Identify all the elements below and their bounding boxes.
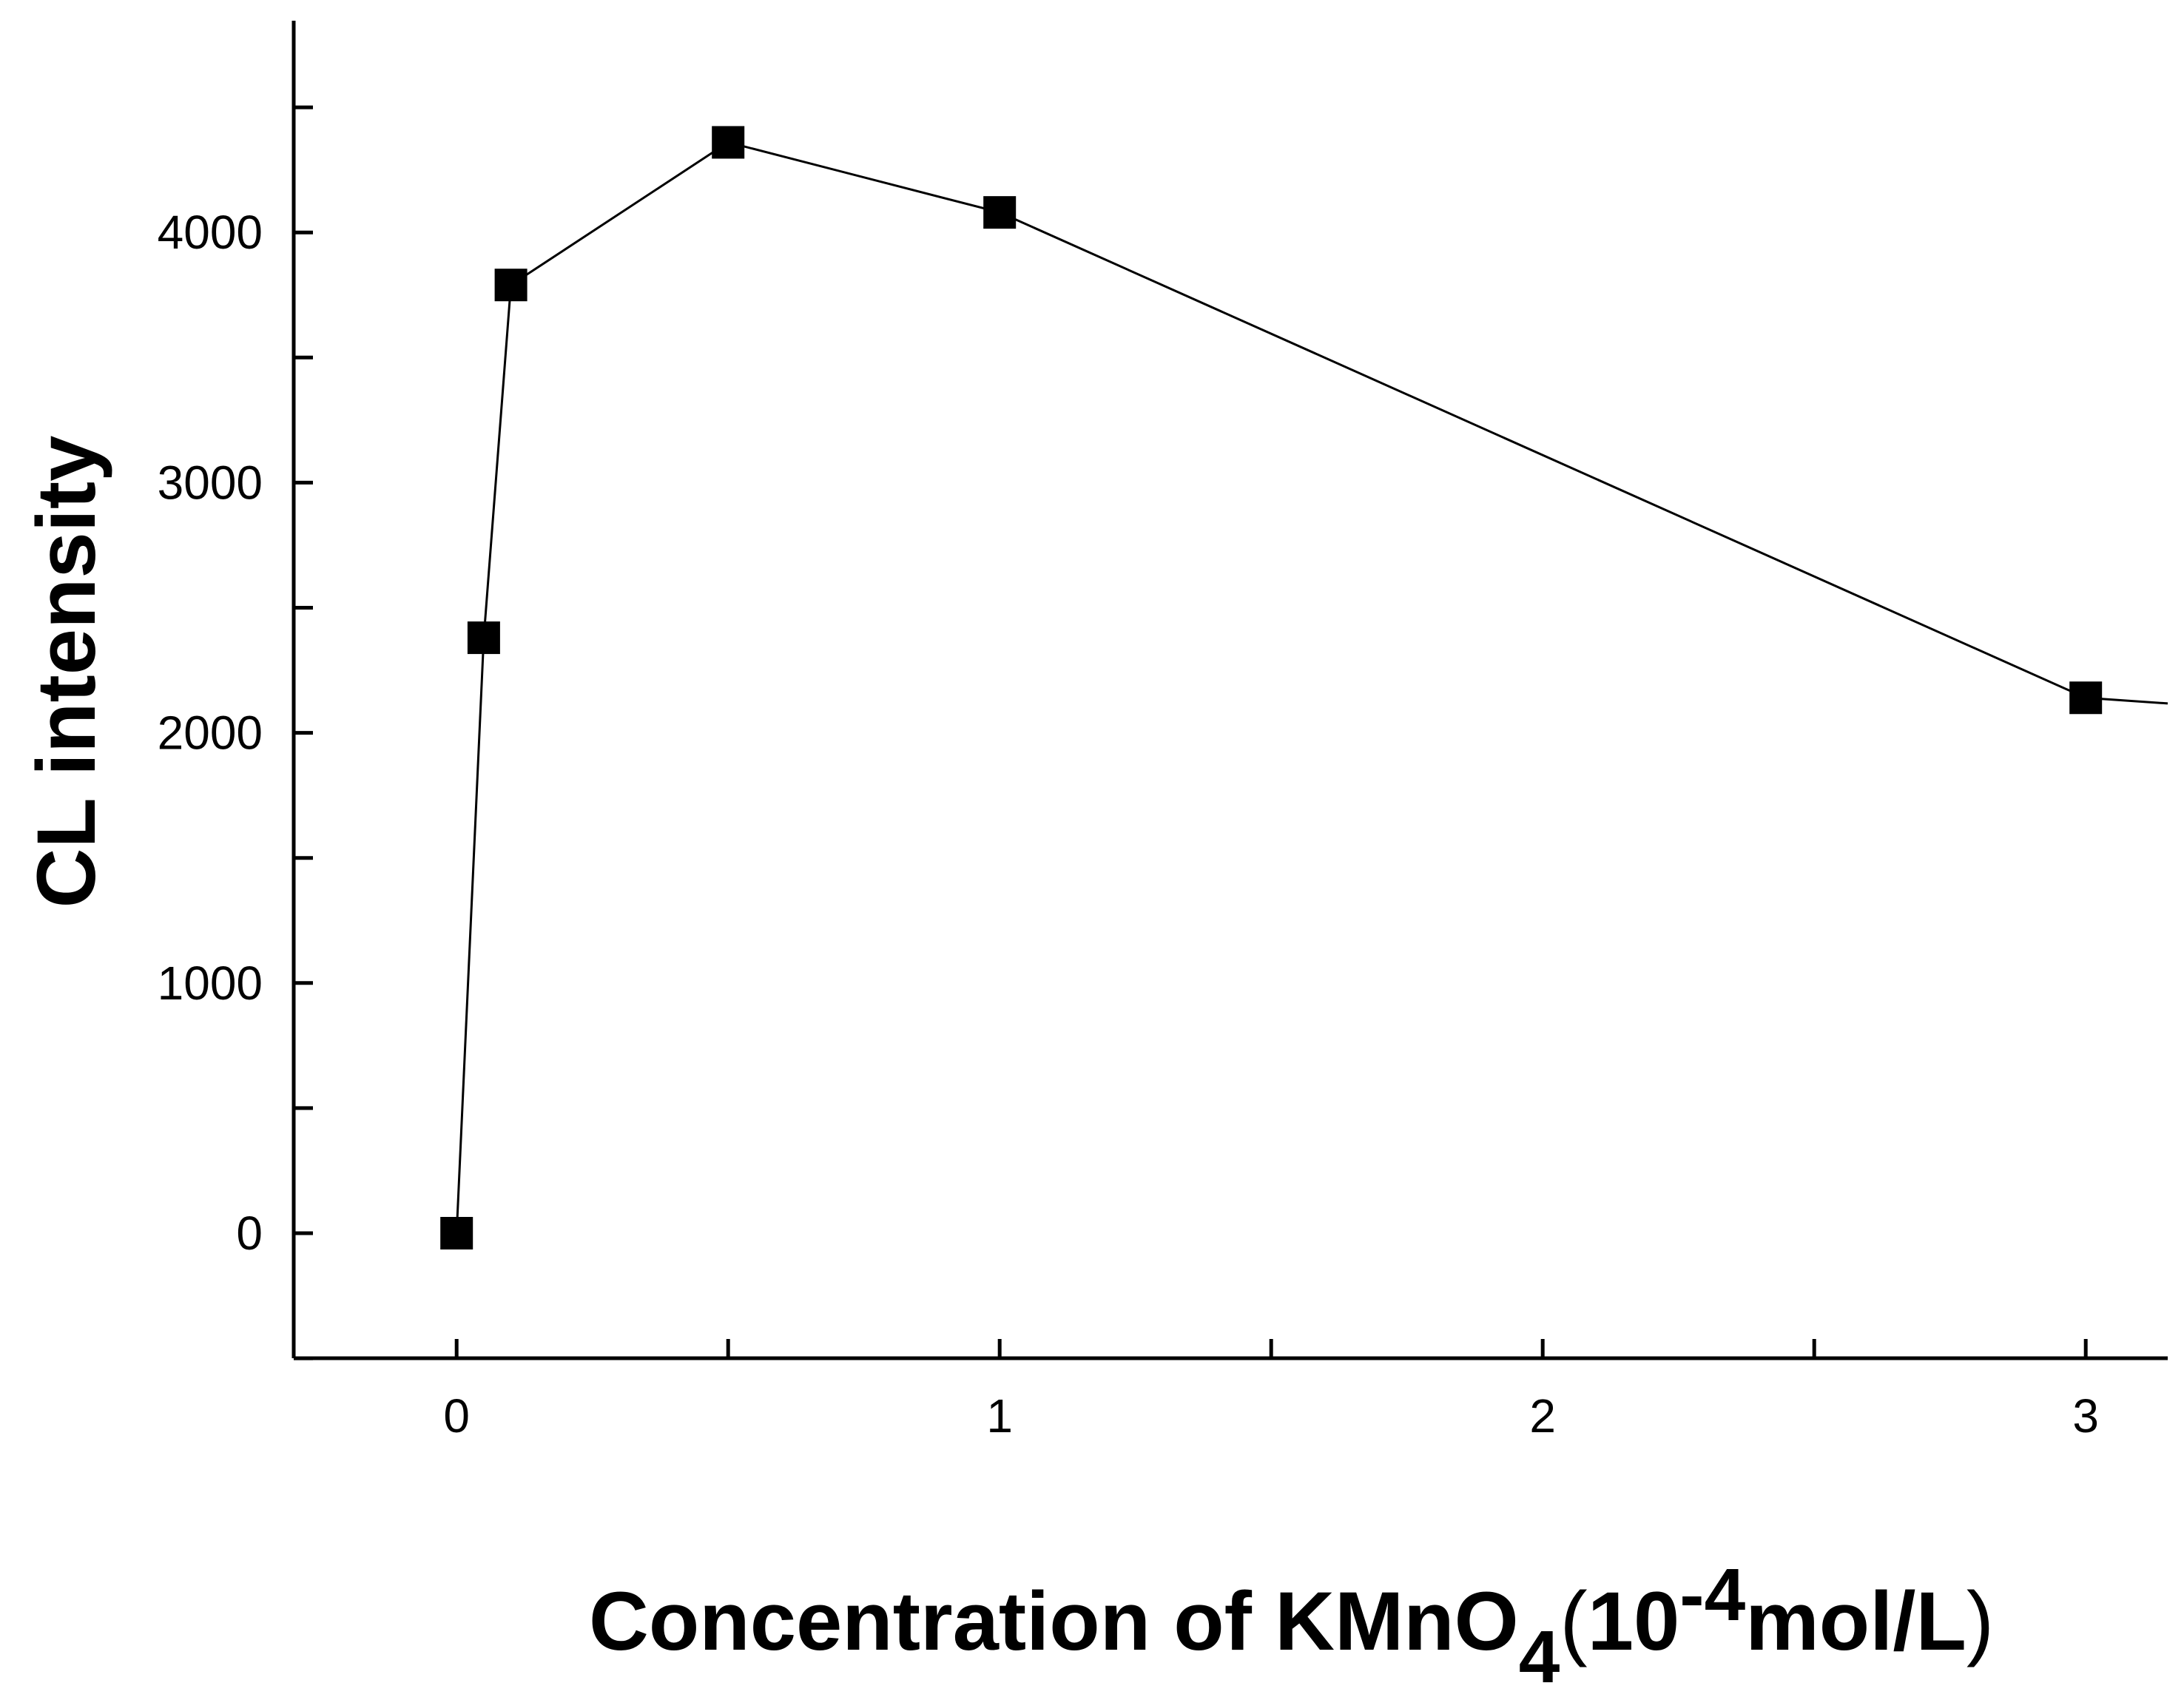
y-tick-label: 2000	[158, 706, 263, 760]
data-point-marker	[494, 269, 528, 302]
data-point-marker	[712, 126, 745, 159]
y-tick-label: 3000	[158, 456, 263, 509]
data-point-marker	[2069, 681, 2103, 715]
x-axis-title-superscript: -4	[1679, 1554, 1745, 1636]
axis-ticks	[294, 105, 2088, 1360]
x-tick-label: 2	[1529, 1389, 1556, 1443]
x-tick-label: 3	[2072, 1389, 2099, 1443]
x-axis-title-unit: mol/L	[1745, 1575, 1966, 1667]
x-axis-title: Concentration of KMnO4(10-4mol/L)	[589, 1554, 1994, 1699]
data-point-marker	[440, 1217, 473, 1249]
series-line	[455, 141, 2168, 1234]
x-axis-title-paren-close: )	[1966, 1575, 1994, 1667]
y-tick-label: 4000	[158, 206, 263, 259]
y-tick-label: 1000	[158, 957, 263, 1010]
x-axis-title-subscript: 4	[1519, 1616, 1560, 1699]
y-tick-label: 0	[236, 1207, 263, 1260]
data-point-marker	[983, 196, 1017, 229]
x-axis-title-base: 10	[1588, 1575, 1680, 1667]
x-tick-label: 0	[443, 1389, 470, 1443]
y-axis-title: CL intensity	[20, 436, 112, 908]
data-point-marker	[467, 621, 500, 655]
x-axis-title-main: Concentration of KMnO	[589, 1575, 1519, 1667]
x-tick-label: 1	[986, 1389, 1013, 1443]
tick-labels: 0 1000 2000 3000 4000 0 1 2 3	[158, 206, 2099, 1443]
plot-area: 0 1000 2000 3000 4000 0 1 2 3	[158, 21, 2168, 1443]
x-axis-title-paren-open: (	[1560, 1575, 1587, 1667]
series-markers	[440, 126, 2103, 1249]
